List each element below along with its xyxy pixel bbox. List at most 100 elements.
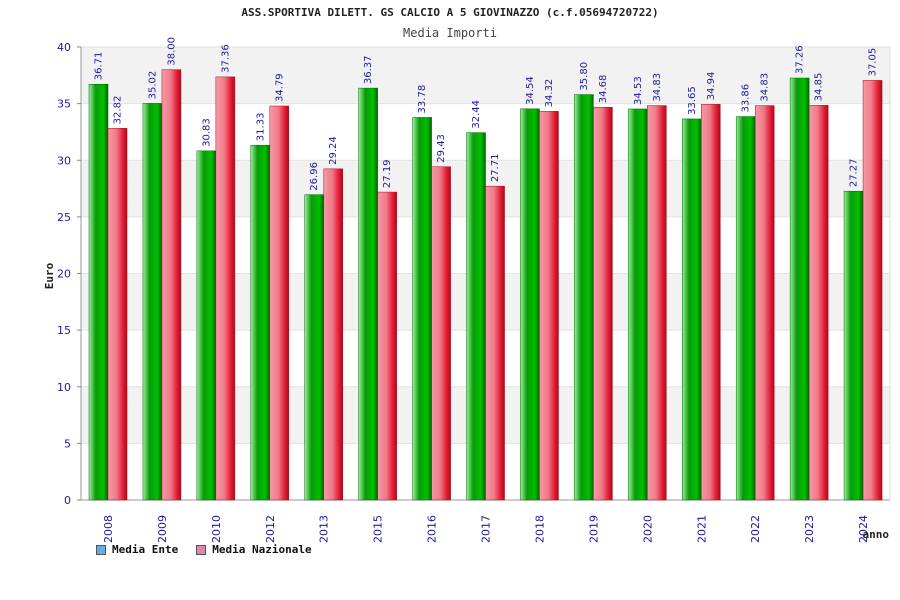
bar-ente-2015: [358, 87, 378, 501]
bar-nazionale-2012: [269, 105, 290, 501]
value-label: 38.00: [166, 37, 177, 66]
value-label: 29.24: [328, 136, 339, 165]
value-label: 26.96: [309, 162, 320, 191]
value-label: 34.54: [525, 76, 536, 105]
y-tick-label: 20: [57, 268, 71, 281]
bar-ente-2016: [412, 117, 432, 501]
bar-nazionale-2010: [215, 76, 236, 501]
x-tick-label: 2024: [857, 515, 870, 543]
bar-ente-2019: [574, 94, 594, 501]
legend-swatch-ente: [96, 544, 106, 555]
value-label: 34.83: [760, 73, 771, 102]
x-tick-label: 2017: [480, 515, 493, 543]
value-label: 33.65: [687, 86, 698, 115]
value-label: 34.79: [274, 73, 285, 102]
bar-ente-2013: [304, 194, 324, 501]
bar-nazionale-2024: [862, 80, 883, 501]
bar-ente-2009: [142, 103, 163, 501]
x-tick-label: 2019: [587, 515, 600, 543]
y-tick-label: 40: [57, 41, 71, 54]
value-label: 30.83: [201, 118, 212, 147]
bar-ente-2017: [466, 132, 486, 501]
x-axis-label: anno: [863, 528, 890, 541]
bar-ente-2021: [682, 118, 702, 501]
y-tick-label: 25: [57, 211, 71, 224]
x-tick-label: 2010: [210, 515, 223, 543]
chart-subtitle: Media Importi: [403, 26, 497, 40]
value-labels: 36.71 32.82 35.02 38.00 30.83 37.36 31.33 34.79…: [94, 37, 879, 191]
y-tick-label: 10: [57, 381, 71, 394]
legend: Media Ente Media Nazionale: [96, 543, 312, 556]
y-tick-label: 35: [57, 98, 71, 111]
bar-nazionale-2021: [701, 104, 721, 501]
bar-ente-2020: [628, 108, 648, 501]
value-label: 37.36: [220, 44, 231, 73]
value-label: 34.94: [706, 72, 717, 101]
bar-nazionale-2015: [377, 191, 397, 501]
x-tick-label: 2015: [372, 515, 385, 543]
value-label: 32.44: [471, 100, 482, 129]
x-axis-ticks: 2008 2009 2010 2012 2013 2015 2016 2017 2018 2019…: [102, 515, 870, 543]
chart-title: ASS.SPORTIVA DILETT. GS CALCIO A 5 GIOVI…: [241, 6, 659, 19]
value-label: 27.71: [490, 154, 501, 183]
value-label: 34.32: [544, 79, 555, 108]
bar-nazionale-2013: [323, 168, 343, 501]
value-label: 33.86: [741, 84, 752, 113]
legend-item-ente: Media Ente: [96, 543, 178, 556]
x-tick-label: 2008: [102, 515, 115, 543]
bar-nazionale-2009: [161, 69, 182, 501]
x-tick-label: 2009: [156, 515, 169, 543]
x-tick-label: 2020: [641, 515, 654, 543]
bar-nazionale-2020: [647, 105, 667, 501]
y-tick-label: 0: [64, 494, 71, 507]
y-tick-label: 15: [57, 324, 71, 337]
y-tick-label: 30: [57, 154, 71, 167]
bar-nazionale-2019: [593, 106, 613, 501]
legend-label-ente: Media Ente: [112, 543, 179, 556]
value-label: 34.68: [598, 75, 609, 104]
x-tick-label: 2012: [264, 515, 277, 543]
value-label: 27.27: [849, 159, 860, 188]
bar-nazionale-2022: [754, 105, 775, 501]
value-label: 36.37: [363, 55, 374, 84]
legend-label-nazionale: Media Nazionale: [212, 543, 312, 556]
value-label: 36.71: [94, 52, 105, 81]
bar-nazionale-2008: [107, 128, 128, 501]
value-label: 34.85: [814, 73, 825, 102]
bar-ente-2024: [843, 190, 864, 501]
value-label: 34.53: [633, 76, 644, 105]
legend-item-nazionale: Media Nazionale: [196, 543, 312, 556]
y-tick-label: 5: [64, 437, 71, 450]
value-label: 31.33: [255, 113, 266, 142]
value-label: 35.02: [147, 71, 158, 100]
bars: [88, 69, 883, 501]
bar-ente-2022: [735, 116, 756, 501]
value-label: 33.78: [417, 85, 428, 114]
x-tick-label: 2021: [695, 515, 708, 543]
bar-nazionale-2018: [539, 111, 559, 501]
x-tick-label: 2013: [318, 515, 331, 543]
value-label: 34.83: [652, 73, 663, 102]
y-axis-label: Euro: [43, 262, 56, 289]
value-label: 35.80: [579, 62, 590, 91]
x-tick-label: 2016: [426, 515, 439, 543]
y-axis-ticks: 0 5 10 15 20 25 30 35 40: [57, 41, 81, 507]
bar-ente-2023: [789, 77, 810, 501]
value-label: 27.19: [382, 159, 393, 188]
legend-swatch-nazionale: [196, 544, 207, 555]
bar-ente-2012: [250, 144, 271, 501]
value-label: 37.26: [795, 45, 806, 74]
bar-nazionale-2017: [485, 185, 505, 501]
x-tick-label: 2023: [803, 515, 816, 543]
bar-ente-2010: [196, 150, 217, 501]
bar-nazionale-2016: [431, 166, 451, 501]
bar-ente-2018: [520, 108, 540, 501]
bar-nazionale-2023: [808, 105, 829, 501]
x-tick-label: 2018: [533, 515, 546, 543]
value-label: 37.05: [868, 48, 879, 77]
value-label: 32.82: [113, 96, 124, 125]
x-tick-label: 2022: [749, 515, 762, 543]
value-label: 29.43: [436, 134, 447, 163]
bar-ente-2008: [88, 84, 109, 501]
